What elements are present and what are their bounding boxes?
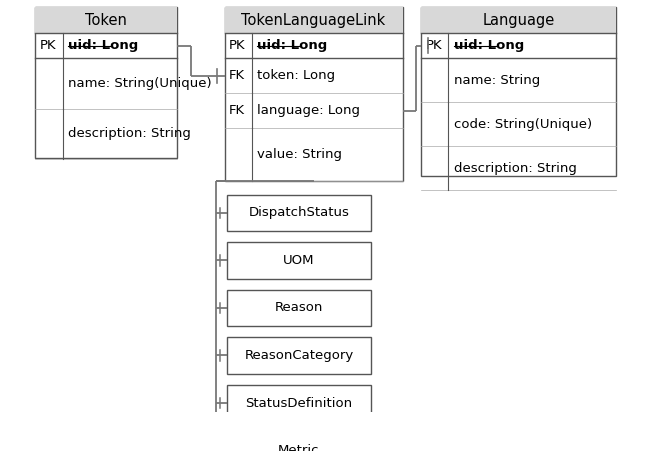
Text: FK: FK [229,104,245,117]
Text: uid: Long: uid: Long [454,39,524,52]
Text: value: String: value: String [257,148,342,161]
Bar [225,7,403,33]
Text: description: String: description: String [68,127,191,140]
Bar [227,432,370,451]
Bar [227,242,370,279]
Bar [35,7,177,158]
Bar [225,7,403,181]
Text: PK: PK [40,39,57,52]
Text: ReasonCategory: ReasonCategory [244,349,353,362]
Text: name: String(Unique): name: String(Unique) [68,77,212,90]
Text: Language: Language [482,13,555,28]
Text: PK: PK [426,39,442,52]
Text: uid: Long: uid: Long [257,39,327,52]
Bar [227,195,370,231]
Text: UOM: UOM [283,254,314,267]
Text: DispatchStatus: DispatchStatus [249,207,350,220]
Text: uid: Long: uid: Long [68,39,139,52]
Text: Metric: Metric [278,444,320,451]
Text: uid: Long: uid: Long [454,39,524,52]
Text: uid: Long: uid: Long [257,39,327,52]
Text: Token: Token [85,13,127,28]
Bar [227,337,370,374]
Text: Reason: Reason [275,301,323,314]
Text: token: Long: token: Long [257,69,335,83]
Text: uid: Long: uid: Long [68,39,139,52]
Text: StatusDefinition: StatusDefinition [245,396,353,410]
Bar [227,385,370,421]
Text: code: String(Unique): code: String(Unique) [454,118,592,131]
Bar [227,290,370,326]
Bar [35,7,177,33]
Text: FK: FK [229,69,245,83]
Text: description: String: description: String [454,161,577,175]
Text: PK: PK [229,39,245,52]
Bar [421,7,616,176]
Bar [421,7,616,33]
Text: TokenLanguageLink: TokenLanguageLink [242,13,386,28]
Text: name: String: name: String [454,74,540,87]
Text: language: Long: language: Long [257,104,361,117]
